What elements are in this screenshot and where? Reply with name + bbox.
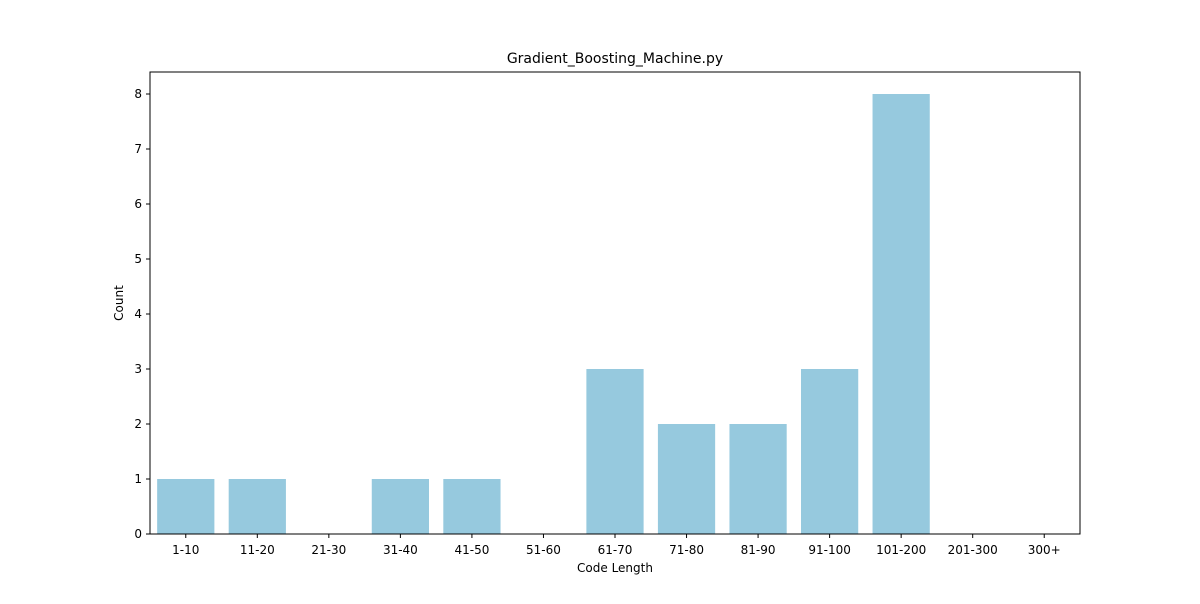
bar-81-90 bbox=[729, 424, 786, 534]
x-tick-label: 201-300 bbox=[948, 543, 998, 557]
x-tick-label: 91-100 bbox=[808, 543, 851, 557]
x-axis-label: Code Length bbox=[577, 561, 653, 575]
bars-layer bbox=[157, 94, 930, 534]
x-tick-label: 61-70 bbox=[598, 543, 633, 557]
x-tick-label: 21-30 bbox=[311, 543, 346, 557]
x-tick-label: 101-200 bbox=[876, 543, 926, 557]
y-axis-ticks: 0 1 2 3 4 5 6 7 8 bbox=[134, 87, 150, 541]
bar-41-50 bbox=[443, 479, 500, 534]
x-tick-label: 81-90 bbox=[741, 543, 776, 557]
x-tick-label: 31-40 bbox=[383, 543, 418, 557]
bar-11-20 bbox=[229, 479, 286, 534]
y-tick-label: 8 bbox=[134, 87, 142, 101]
chart-title: Gradient_Boosting_Machine.py bbox=[507, 51, 723, 67]
x-tick-label: 300+ bbox=[1028, 543, 1061, 557]
x-axis-ticks: 1-10 11-20 21-30 31-40 41-50 51-60 61-70 71-80 8… bbox=[172, 534, 1061, 557]
y-tick-label: 3 bbox=[134, 362, 142, 376]
bar-91-100 bbox=[801, 369, 858, 534]
y-tick-label: 1 bbox=[134, 472, 142, 486]
y-tick-label: 7 bbox=[134, 142, 142, 156]
x-tick-label: 71-80 bbox=[669, 543, 704, 557]
y-tick-label: 2 bbox=[134, 417, 142, 431]
bar-1-10 bbox=[157, 479, 214, 534]
x-tick-label: 51-60 bbox=[526, 543, 561, 557]
x-tick-label: 1-10 bbox=[172, 543, 199, 557]
x-tick-label: 11-20 bbox=[240, 543, 275, 557]
bar-61-70 bbox=[586, 369, 643, 534]
y-tick-label: 6 bbox=[134, 197, 142, 211]
y-tick-label: 0 bbox=[134, 527, 142, 541]
y-axis-label: Count bbox=[112, 285, 126, 321]
y-tick-label: 5 bbox=[134, 252, 142, 266]
bar-71-80 bbox=[658, 424, 715, 534]
y-tick-label: 4 bbox=[134, 307, 142, 321]
bar-31-40 bbox=[372, 479, 429, 534]
x-tick-label: 41-50 bbox=[454, 543, 489, 557]
bar-101-200 bbox=[873, 94, 930, 534]
